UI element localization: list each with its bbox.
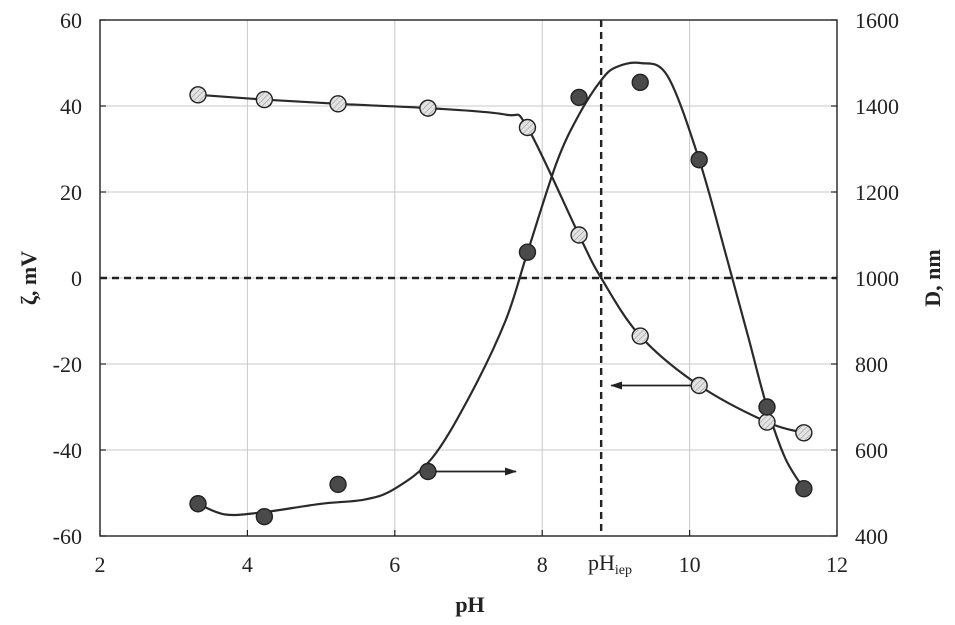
- series-0-point: [255, 90, 274, 109]
- annotation-arrows: [435, 381, 692, 476]
- curves: [197, 61, 805, 517]
- series-0-curve: [197, 93, 805, 434]
- series-1-point: [795, 480, 813, 498]
- y-left-tick-label: 60: [60, 8, 82, 33]
- series-0-point: [631, 327, 649, 345]
- tick-labels: 2 4 6 8 10 12 -60 -40 -20 0 20 40 60 400 600 800 1000 120…: [53, 8, 899, 577]
- y-left-tick-label: 40: [60, 94, 82, 119]
- series-0-point: [518, 118, 537, 137]
- iep-label-main: pH: [588, 550, 615, 575]
- y-right-axis-title: D, nm: [920, 249, 945, 306]
- series-0-point: [758, 413, 776, 431]
- y-left-axis-title: ζ, mV: [16, 251, 41, 305]
- series-1-point: [631, 73, 649, 92]
- x-tick-label: 4: [242, 552, 253, 577]
- series-1-point: [255, 507, 274, 526]
- series-1-point: [570, 88, 588, 107]
- series-1-curve: [197, 61, 805, 517]
- series-0-point: [795, 424, 813, 442]
- x-tick-label: 12: [826, 552, 848, 577]
- x-tick-label: 6: [389, 552, 400, 577]
- y-left-tick-label: 20: [60, 180, 82, 205]
- y-right-tick-label: 1400: [855, 94, 899, 119]
- x-axis-title: pH: [455, 592, 484, 617]
- points: [189, 73, 813, 526]
- ticks: [99, 19, 838, 537]
- series-1-point: [518, 243, 537, 261]
- y-left-tick-label: 0: [71, 266, 82, 291]
- y-left-tick-label: -20: [53, 352, 82, 377]
- series-0-point: [570, 226, 588, 244]
- y-right-tick-label: 800: [855, 352, 888, 377]
- y-right-tick-label: 1600: [855, 8, 899, 33]
- x-tick-label: 8: [537, 552, 548, 577]
- series-0-point: [329, 95, 347, 113]
- iep-label: pHiep: [588, 550, 632, 578]
- series-1-point: [758, 398, 776, 416]
- series-1-point: [189, 495, 207, 513]
- x-tick-label: 2: [95, 552, 106, 577]
- y-right-tick-label: 1000: [855, 266, 899, 291]
- series-1-point: [419, 462, 437, 481]
- y-left-tick-label: -40: [53, 438, 82, 463]
- series-0-point: [419, 99, 437, 117]
- x-tick-label: 10: [679, 552, 701, 577]
- series-1-point: [690, 151, 708, 169]
- series-1-point: [329, 475, 347, 494]
- series-0-point: [189, 86, 207, 104]
- y-right-tick-label: 400: [855, 524, 888, 549]
- series-0-point: [690, 376, 708, 395]
- y-left-tick-label: -60: [53, 524, 82, 549]
- y-right-tick-label: 1200: [855, 180, 899, 205]
- y-right-tick-label: 600: [855, 438, 888, 463]
- iep-label-sub: iep: [615, 563, 632, 578]
